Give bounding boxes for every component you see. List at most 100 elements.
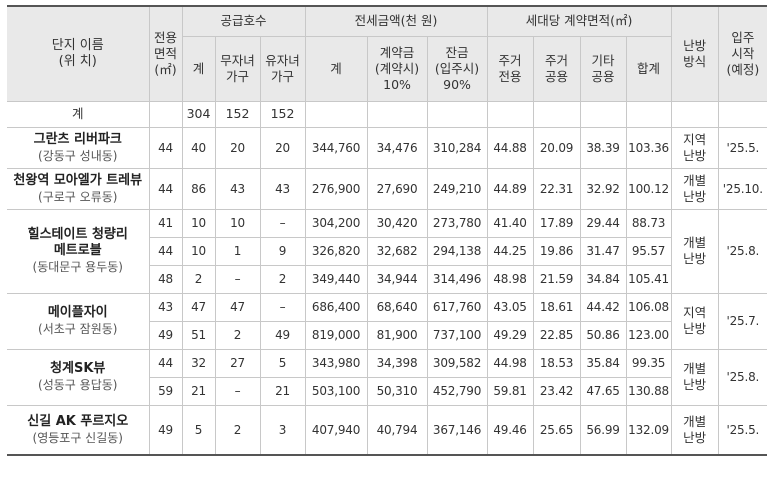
other-area-cell: 44.42 [579,292,627,322]
private-area-cell: 43.05 [486,292,534,322]
col-common-area: 주거 공용 [532,35,581,102]
complex-name: 신길 AK 푸르지오 [27,413,129,429]
childless-cell: 1 [214,236,261,266]
total-children: 152 [259,100,306,128]
table-row: 그란츠 리버파크 (강동구 성내동) 44 40 20 20 344,760 34,476 31… [7,126,768,169]
common-area-cell: 22.31 [532,167,581,210]
deposit-total-cell: 326,820 [304,236,368,266]
supply-total-cell: 51 [181,320,216,350]
deposit-balance-cell: 737,100 [426,320,488,350]
col-deposit-balance: 잔금 (입주시) 90% [426,35,488,102]
area-cell: 44 [148,167,183,210]
children-cell: 3 [259,404,306,456]
children-cell: 5 [259,348,306,378]
complex-location: (동대문구 용두동) [32,260,123,274]
area-cell: 49 [149,320,183,350]
table-header: 단지 이름 (위 치) 전용 면적 (㎡) 공급호수 전세금액(천 원) 세대당 계약… [7,5,768,102]
common-area-cell: 20.09 [532,126,581,169]
other-area-cell: 50.86 [579,320,627,350]
common-area-cell: 18.61 [532,292,581,322]
total-row: 계 304 152 152 [7,100,768,128]
area-cell: 44 [149,236,183,266]
deposit-total-cell: 503,100 [304,376,368,406]
heating-text: 난방 [683,188,707,204]
deposit-contract-cell: 30,420 [366,208,428,238]
deposit-contract-cell: 34,944 [366,264,428,294]
movein-cell: '25.8. [717,348,768,406]
sum-area-cell: 100.12 [625,167,672,210]
sum-area-cell: 99.35 [625,348,672,378]
heating-text: 개별 [683,235,707,250]
childless-cell: – [214,264,261,294]
heating-text: 난방 [683,147,707,163]
table-row: 청계SK뷰 (성동구 용답동) 44 32 27 5 343,980 34,398 309,58… [7,348,768,406]
childless-cell: 20 [214,126,261,169]
deposit-balance-cell: 309,582 [426,348,488,378]
deposit-total-cell: 407,940 [304,404,368,456]
movein-cell: '25.7. [717,292,768,350]
deposit-total-cell: 343,980 [304,348,368,378]
complex-name: 그란츠 리버파크 [33,131,122,147]
table-row: 메이플자이 (서초구 잠원동) 43 47 47–686,400 68,640 617,76… [7,292,768,350]
private-area-cell: 44.88 [486,126,534,169]
supply-total-cell: 2 [181,264,216,294]
col-children: 유자녀 가구 [259,35,306,102]
private-area-cell: 41.40 [486,208,534,238]
heating-text: 지역 [683,131,707,147]
col-deposit-contract: 계약금 (계약시) 10% [366,35,428,102]
childless-cell: – [214,376,261,406]
deposit-total-cell: 349,440 [304,264,368,294]
complex-name: 메트로블 [53,243,102,258]
rental-table: 단지 이름 (위 치) 전용 면적 (㎡) 공급호수 전세금액(천 원) 세대당 계약… [7,5,768,456]
complex-location: (성동구 용답동) [38,378,118,392]
complex-name-cell: 신길 AK 푸르지오 (영등포구 신길동) [7,404,150,456]
deposit-balance-cell: 310,284 [426,126,488,169]
total-supply: 304 [181,100,216,128]
complex-name-cell: 천왕역 모아엘가 트레뷰 (구로구 오류동) [7,167,150,210]
children-cell: 2 [259,264,306,294]
childless-cell: 2 [214,404,261,456]
area-cell: 44 [148,126,183,169]
sum-area-cell: 105.41 [625,264,672,294]
common-area-cell: 18.53 [532,348,581,378]
other-area-cell: 35.84 [579,348,627,378]
childless-cell: 10 [214,208,261,238]
heating-cell: 지역 난방 [670,126,719,169]
other-area-cell: 56.99 [579,404,627,456]
movein-cell: '25.5. [717,404,768,456]
total-label: 계 [7,100,150,128]
private-area-cell: 44.98 [486,348,534,378]
movein-cell: '25.8. [717,208,768,294]
table-row: 59 21–21 503,100 50,310 452,790 59.81 23.42 47.… [7,376,767,406]
common-area-cell: 21.59 [532,264,581,294]
private-area-cell: 44.89 [486,167,534,210]
area-cell: 59 [149,376,183,406]
children-cell: – [259,292,306,322]
sum-area-cell: 106.08 [625,292,672,322]
childless-cell: 2 [214,320,261,350]
other-area-cell: 32.92 [579,167,627,210]
supply-total-cell: 86 [181,167,216,210]
movein-cell: '25.5. [717,126,768,169]
common-area-cell: 22.85 [532,320,581,350]
private-area-cell: 48.98 [486,264,534,294]
table-row: 48 2–2 349,440 34,944 314,496 48.98 21.59 34.84… [7,264,767,294]
common-area-cell: 19.86 [532,236,581,266]
childless-cell: 43 [214,167,261,210]
deposit-total-cell: 344,760 [304,126,368,169]
complex-name: 청계SK뷰 [50,361,106,376]
private-area-cell: 49.29 [486,320,534,350]
other-area-cell: 47.65 [579,376,627,406]
area-cell: 41 [148,208,183,238]
supply-total-cell: 40 [181,126,216,169]
area-cell: 44 [148,348,183,378]
supply-total-cell: 21 [181,376,216,406]
sum-area-cell: 88.73 [625,208,672,238]
children-cell: 21 [259,376,306,406]
table-row: 천왕역 모아엘가 트레뷰 (구로구 오류동) 44 86 43 43 276,900 27,6… [7,167,768,210]
private-area-cell: 44.25 [486,236,534,266]
heating-text: 난방 [683,321,707,336]
complex-location: (서초구 잠원동) [38,322,118,336]
complex-name-cell: 그란츠 리버파크 (강동구 성내동) [7,126,150,169]
col-area: 전용 면적 (㎡) [148,5,183,102]
